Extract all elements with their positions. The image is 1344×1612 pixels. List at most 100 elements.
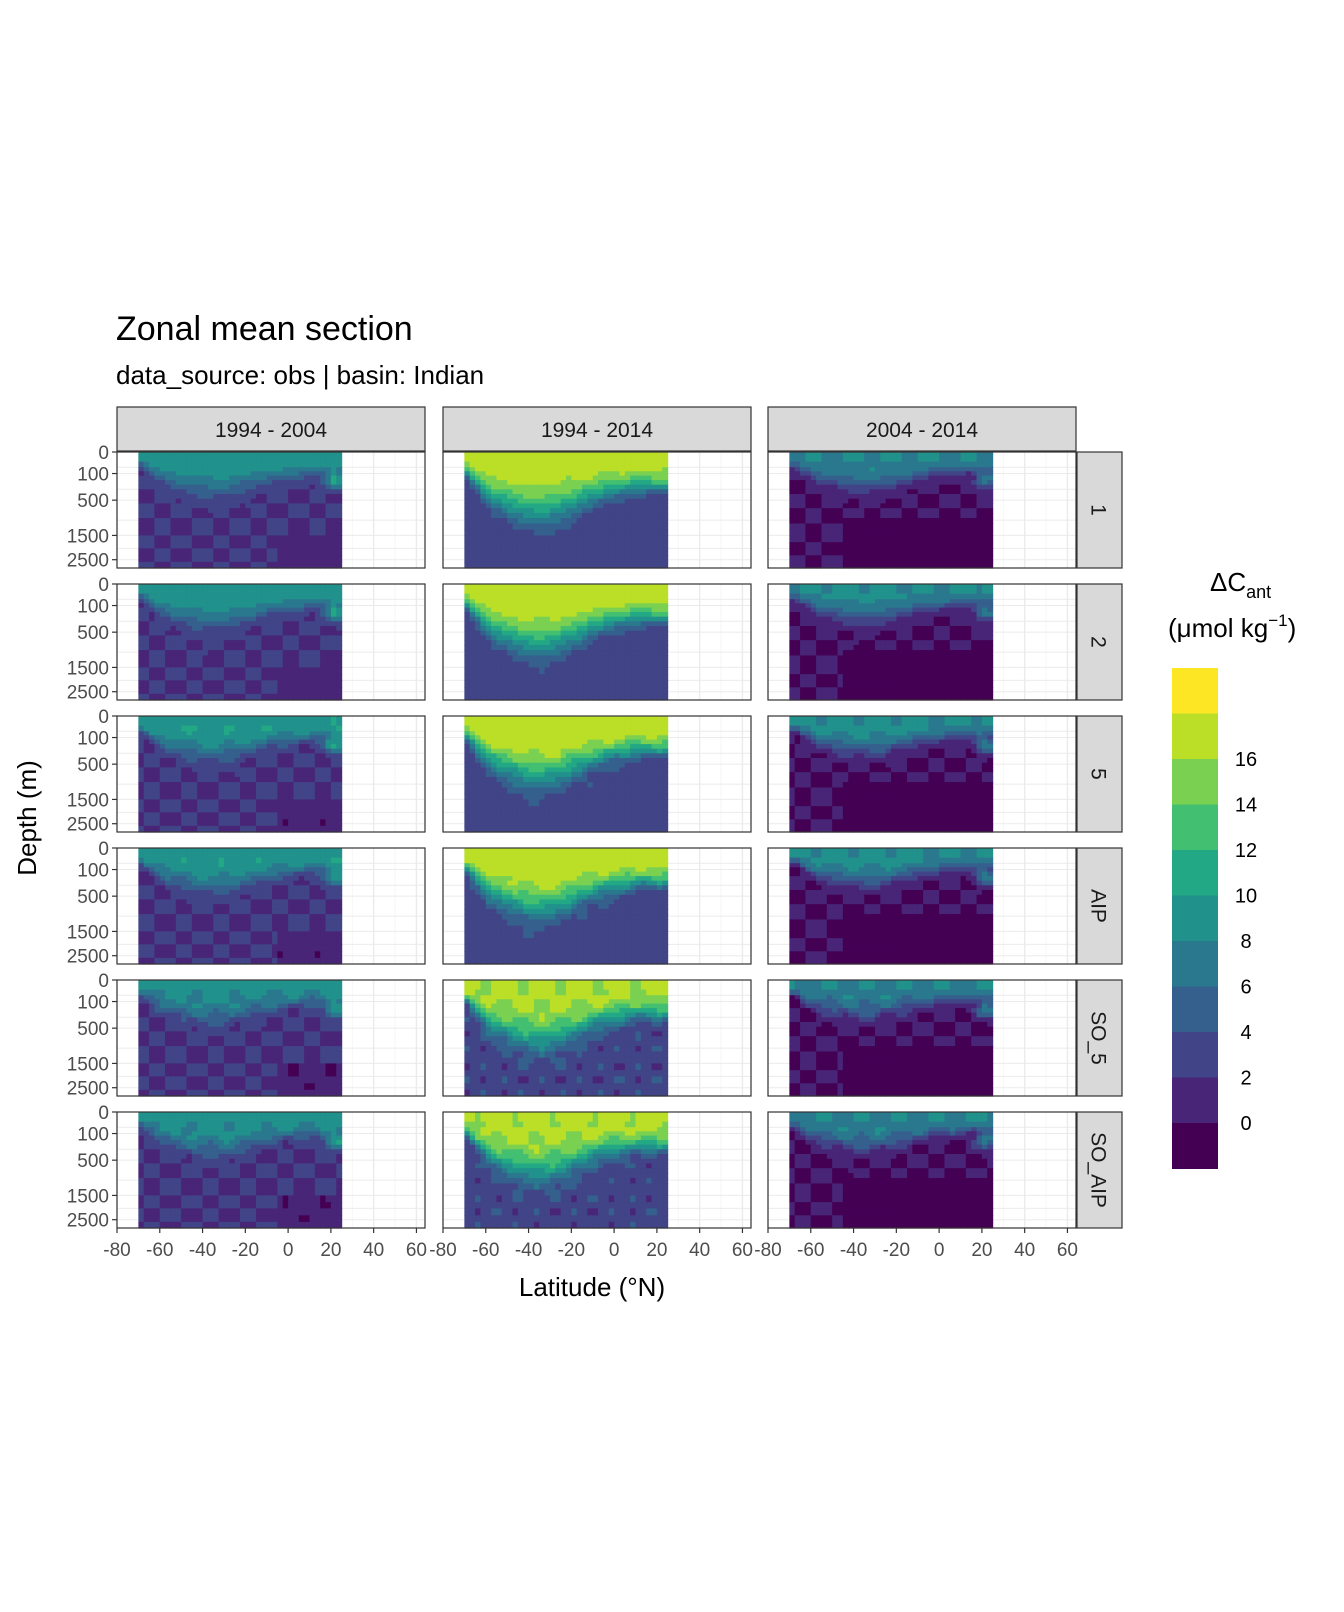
heatmap-cell — [907, 467, 913, 472]
heatmap-cell — [832, 555, 839, 563]
heatmap-cell — [603, 616, 610, 622]
heatmap-cell — [630, 593, 637, 600]
heatmap-cell — [912, 475, 919, 481]
heatmap-cell — [640, 616, 647, 622]
heatmap-cell — [325, 644, 332, 651]
heatmap-cell — [987, 607, 994, 613]
heatmap-cell — [939, 603, 946, 609]
heatmap-cell — [608, 593, 615, 600]
heatmap-cell — [805, 484, 812, 490]
heatmap-cell — [256, 584, 262, 595]
heatmap-cell — [592, 625, 599, 632]
heatmap-cell — [592, 674, 599, 681]
heatmap-cell — [858, 584, 865, 595]
heatmap-cell — [277, 693, 284, 701]
heatmap-cell — [651, 498, 658, 505]
heatmap-cell — [842, 498, 849, 505]
heatmap-cell — [981, 508, 988, 514]
heatmap-cell — [603, 467, 610, 472]
heatmap-cell — [544, 621, 551, 627]
heatmap-cell — [517, 630, 524, 637]
heatmap-cell — [960, 493, 967, 500]
heatmap-cell — [933, 542, 940, 549]
heatmap-cell — [582, 621, 588, 627]
heatmap-cell — [603, 548, 610, 556]
heatmap-cell — [165, 716, 172, 727]
heatmap-cell — [261, 650, 268, 657]
heatmap-cell — [555, 480, 562, 486]
heatmap-cell — [582, 484, 588, 490]
heatmap-cell — [917, 523, 924, 531]
heatmap-cell — [523, 655, 530, 663]
heatmap-cell — [651, 687, 658, 695]
heatmap-cell — [874, 693, 881, 701]
heatmap-cell — [874, 612, 881, 618]
heatmap-cell — [971, 630, 978, 637]
heatmap-cell — [869, 640, 876, 646]
heatmap-cell — [517, 640, 524, 646]
heatmap-cell — [533, 612, 540, 618]
heatmap-cell — [869, 599, 876, 604]
heatmap-cell — [469, 535, 476, 543]
heatmap-cell — [528, 630, 535, 637]
heatmap-cell — [640, 484, 647, 490]
heatmap-cell — [842, 630, 849, 637]
heatmap-cell — [923, 584, 930, 595]
heatmap-cell — [603, 635, 610, 641]
heatmap-cell — [901, 674, 908, 681]
heatmap-cell — [229, 518, 236, 525]
heatmap-cell — [272, 635, 279, 641]
heatmap-cell — [330, 512, 337, 519]
heatmap-cell — [965, 687, 972, 695]
heatmap-cell — [491, 493, 498, 500]
heatmap-cell — [944, 508, 951, 514]
heatmap-cell — [826, 498, 833, 505]
heatmap-cell — [592, 529, 599, 537]
heatmap-cell — [239, 548, 246, 556]
heatmap-cell — [250, 493, 257, 500]
heatmap-cell — [987, 616, 994, 622]
heatmap-cell — [149, 489, 156, 495]
heatmap-cell — [853, 561, 860, 569]
heatmap-cell — [560, 607, 567, 613]
heatmap-cell — [912, 471, 919, 477]
heatmap-cell — [256, 644, 262, 651]
heatmap-cell — [832, 644, 839, 651]
heatmap-cell — [288, 693, 295, 701]
heatmap-cell — [880, 480, 887, 486]
heatmap-cell — [170, 508, 177, 514]
heatmap-cell — [837, 489, 844, 495]
heatmap-cell — [917, 593, 924, 600]
heatmap-cell — [858, 529, 865, 537]
heatmap-cell — [480, 616, 487, 622]
heatmap-cell — [464, 621, 471, 627]
heatmap-cell — [266, 621, 273, 627]
heatmap-cell — [885, 655, 892, 663]
heatmap-cell — [464, 467, 471, 472]
heatmap-cell — [794, 616, 801, 622]
heatmap-cell — [207, 535, 214, 543]
heatmap-cell — [549, 640, 556, 646]
heatmap-cell — [277, 599, 284, 604]
heatmap-cell — [955, 687, 962, 695]
heatmap-cell — [293, 680, 300, 688]
heatmap-cell — [976, 650, 983, 657]
heatmap-cell — [517, 480, 524, 486]
heatmap-cell — [890, 655, 897, 663]
heatmap-cell — [555, 655, 562, 663]
heatmap-cell — [170, 762, 177, 769]
heatmap-cell — [890, 467, 897, 472]
heatmap-cell — [159, 535, 166, 543]
heatmap-cell — [223, 493, 230, 500]
heatmap-cell — [239, 603, 246, 609]
heatmap-cell — [170, 744, 177, 750]
heatmap-cell — [175, 548, 182, 556]
heatmap-cell — [485, 630, 492, 637]
heatmap-cell — [165, 498, 172, 505]
heatmap-cell — [864, 503, 871, 509]
heatmap-cell — [197, 630, 204, 637]
heatmap-cell — [320, 661, 327, 669]
heatmap-cell — [896, 625, 903, 632]
heatmap-cell — [646, 644, 653, 651]
heatmap-cell — [218, 461, 225, 468]
